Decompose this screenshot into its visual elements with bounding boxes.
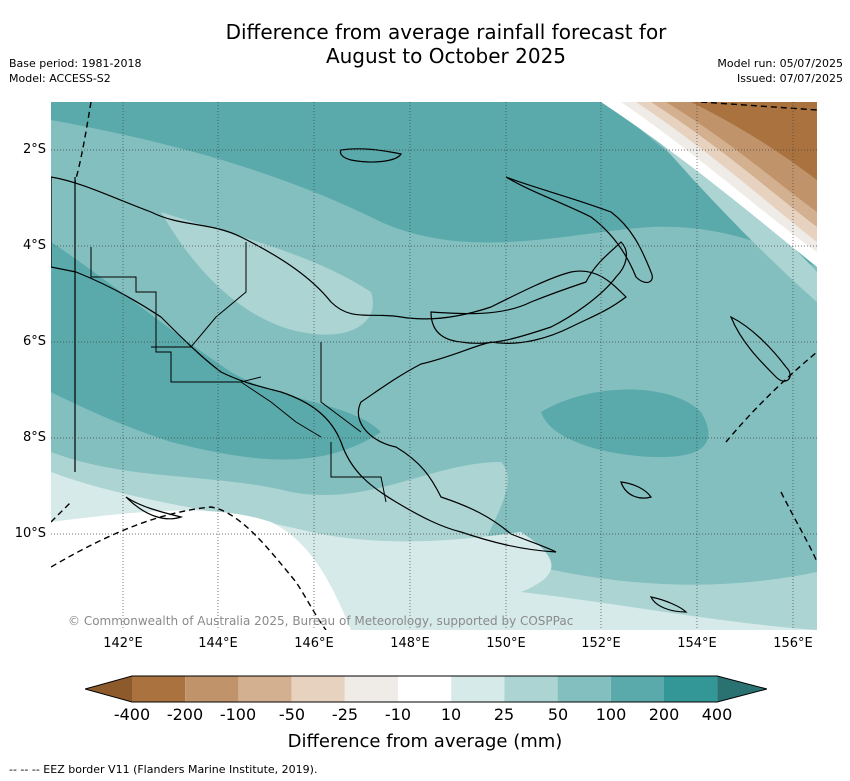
colorbar-bin-minus400-minus200 (132, 676, 186, 702)
eez-footnote: -- -- -- EEZ border V11 (Flanders Marine… (9, 763, 318, 776)
colorbar-bin-minus100-minus50 (238, 676, 292, 702)
province-borders (90, 242, 387, 503)
base-period: Base period: 1981-2018 (9, 57, 142, 70)
colorbar-tick-8: 25 (493, 705, 515, 724)
eez-east-2 (780, 491, 817, 563)
coastlines (51, 148, 791, 613)
lat-label-6s: 6°S (22, 334, 46, 349)
fly-river-islands (125, 496, 184, 520)
colorbar-extend-high (717, 676, 767, 702)
colorbar-extend-low (85, 676, 132, 702)
colorbar-tick-1: -400 (113, 705, 151, 724)
issued-date: Issued: 07/07/2025 (736, 72, 843, 85)
border-central (330, 442, 387, 503)
lon-label-154e: 154°E (677, 636, 717, 651)
lat-label-10s: 10°S (14, 526, 46, 541)
colorbar-bin-200-400 (664, 676, 718, 702)
lon-label-146e: 146°E (294, 636, 334, 651)
colorbar-bin-100-200 (610, 676, 664, 702)
colorbar-bin-minus200-minus100 (185, 676, 239, 702)
map-canvas (51, 102, 817, 630)
eez-south-west (51, 501, 72, 523)
model-name: Model: ACCESS-S2 (9, 72, 111, 85)
colorbar-bin-10-25 (451, 676, 505, 702)
lon-label-152e: 152°E (581, 636, 621, 651)
colorbar-tick-7: 10 (440, 705, 462, 724)
lon-label-148e: 148°E (390, 636, 430, 651)
colorbar-outline (85, 675, 767, 703)
eez-borders (51, 102, 817, 630)
eez-south (51, 506, 327, 630)
colorbar-bin-minus50-minus25 (291, 676, 345, 702)
map-title: Difference from average rainfall forecas… (0, 20, 850, 68)
border-morobe (320, 342, 362, 433)
colorbar-tick-11: 200 (648, 705, 680, 724)
manus-coast (339, 148, 402, 163)
border-western (90, 247, 262, 383)
new-britain-coast (430, 241, 628, 344)
band-100-200-west (51, 242, 381, 460)
lon-label-144e: 144°E (198, 636, 238, 651)
colorbar-tick-5: -25 (331, 705, 359, 724)
lon-label-142e: 142°E (103, 636, 143, 651)
bougainville-coast (729, 315, 791, 382)
lat-label-8s: 8°S (22, 430, 46, 445)
meta-right: Model run: 05/07/2025 Issued: 07/07/2025 (717, 56, 843, 86)
colorbar-tick-12: 400 (701, 705, 733, 724)
colorbar-bin-25-50 (504, 676, 558, 702)
new-ireland-coast (505, 176, 653, 284)
band-25-50-central (161, 212, 373, 335)
title-line-2: August to October 2025 (325, 44, 567, 68)
map-panel (51, 102, 817, 630)
lat-label-4s: 4°S (22, 238, 46, 253)
graticule (51, 102, 817, 630)
colorbar-bin-50-100 (557, 676, 611, 702)
colorbar-tick-6: -10 (384, 705, 412, 724)
colorbar-bin-minus10-10 (398, 676, 452, 702)
island-south-east (649, 596, 688, 613)
band-100-200-east (541, 389, 709, 457)
lon-label-156e: 156°E (773, 636, 813, 651)
colorbar-tick-10: 100 (595, 705, 627, 724)
eez-east-1 (725, 351, 817, 443)
island-east-1 (620, 481, 652, 499)
colorbar-tick-3: -100 (219, 705, 257, 724)
model-run: Model run: 05/07/2025 (717, 57, 843, 70)
band-minus400-minus200 (691, 102, 817, 180)
mainland-coast (51, 176, 627, 553)
lat-label-2s: 2°S (22, 142, 46, 157)
lon-label-150e: 150°E (486, 636, 526, 651)
colorbar-tick-2: -200 (166, 705, 204, 724)
border-gulf (240, 381, 322, 438)
colorbar-bin-minus25-minus10 (344, 676, 398, 702)
colorbar-title: Difference from average (mm) (287, 731, 563, 752)
colorbar-tick-9: 50 (547, 705, 569, 724)
title-line-1: Difference from average rainfall forecas… (225, 20, 667, 44)
meta-left: Base period: 1981-2018 Model: ACCESS-S2 (9, 56, 141, 86)
colorbar-tick-4: -50 (278, 705, 306, 724)
border-highlands (151, 242, 247, 348)
band-minus10-10-south (51, 510, 351, 630)
eez-north-west (74, 102, 92, 183)
colorbar (85, 675, 767, 703)
copyright-notice: © Commonwealth of Australia 2025, Bureau… (68, 614, 574, 628)
